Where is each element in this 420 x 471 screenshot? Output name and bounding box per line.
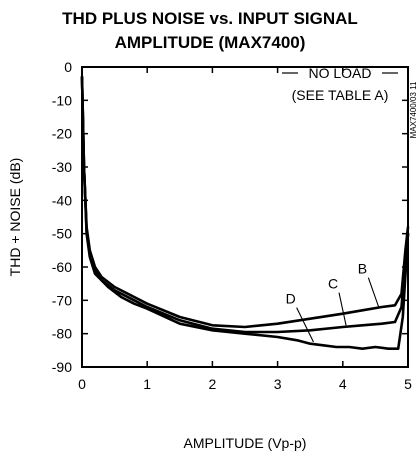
- y-tick-label: 0: [64, 59, 72, 75]
- figure-code: MAX7400/03 11: [409, 81, 418, 138]
- y-tick-label: -30: [52, 159, 72, 175]
- curve-leader-c: [338, 292, 347, 326]
- y-tick-label: -90: [52, 359, 72, 375]
- series-line-d: [80, 75, 410, 351]
- x-tick-labels: 0 1 2 3 4 5: [78, 67, 412, 392]
- curve-label-d: D: [286, 291, 296, 307]
- y-tick-label: -80: [52, 326, 72, 342]
- x-tick-label: 0: [78, 376, 86, 392]
- series-line-c: [80, 75, 410, 334]
- y-tick-label: -40: [52, 192, 72, 208]
- y-tick-label: -10: [52, 92, 72, 108]
- legend-text-1: NO LOAD: [308, 65, 371, 81]
- chart-title-line2: AMPLITUDE (MAX7400): [115, 33, 306, 52]
- chart-title-line1: THD PLUS NOISE vs. INPUT SIGNAL: [62, 9, 358, 28]
- x-tick-label: 1: [143, 376, 151, 392]
- legend-text-2: (SEE TABLE A): [292, 87, 389, 103]
- y-tick-label: -20: [52, 126, 72, 142]
- y-tick-label: -60: [52, 259, 72, 275]
- curve-labels: B C D: [286, 261, 380, 343]
- legend-box: NO LOAD (SEE TABLE A): [282, 65, 398, 103]
- plot-frame: [81, 66, 409, 368]
- curve-leader-b: [367, 277, 380, 308]
- x-tick-label: 4: [339, 376, 347, 392]
- y-tick-label: -70: [52, 292, 72, 308]
- curve-label-b: B: [358, 261, 367, 277]
- series-line-b: [80, 75, 410, 329]
- series-lines: [80, 75, 410, 351]
- curve-leader-d: [296, 307, 314, 343]
- y-tick-labels: 0 -10 -20 -30 -40 -50 -60 -70 -80 -90: [52, 59, 408, 375]
- x-tick-label: 3: [274, 376, 282, 392]
- x-tick-label: 2: [209, 376, 217, 392]
- x-axis-label: AMPLITUDE (Vp-p): [184, 435, 307, 451]
- y-tick-label: -50: [52, 226, 72, 242]
- y-axis-label: THD + NOISE (dB): [7, 158, 23, 277]
- curve-label-c: C: [328, 276, 338, 292]
- x-tick-label: 5: [404, 376, 412, 392]
